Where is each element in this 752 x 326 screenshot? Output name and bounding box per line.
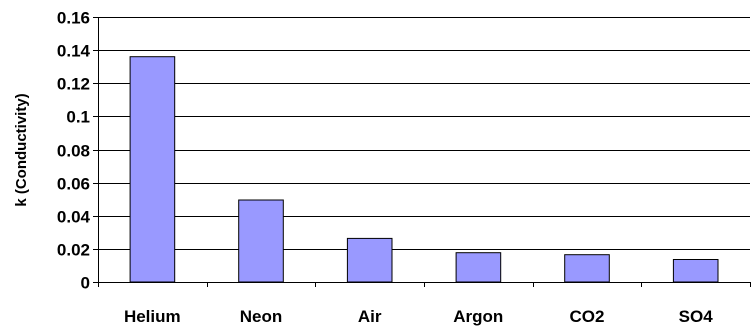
x-category-label: CO2 — [570, 307, 605, 326]
y-tick-label: 0 — [81, 274, 90, 293]
x-category-label: Air — [358, 307, 382, 326]
bar-air — [346, 237, 393, 283]
bar-argon — [455, 252, 502, 283]
x-category-label: Helium — [124, 307, 181, 326]
bars — [129, 56, 719, 283]
y-tick-label: 0.04 — [57, 208, 91, 227]
y-tick-label: 0.12 — [57, 75, 90, 94]
bar-so4 — [672, 259, 719, 283]
x-category-labels: Helium Neon Air Argon CO2 SO4 — [124, 307, 713, 326]
y-tick-labels: 0 0.02 0.04 0.06 0.08 0.1 0.12 0.14 0.16 — [57, 9, 91, 293]
bar-co2 — [564, 254, 610, 283]
x-category-label: Neon — [240, 307, 283, 326]
y-tick-label: 0.02 — [57, 241, 90, 260]
axes — [93, 17, 751, 287]
y-tick-label: 0.06 — [57, 175, 90, 194]
y-axis-title: k (Conductivity) — [13, 93, 30, 206]
x-category-label: Argon — [453, 307, 503, 326]
y-tick-label: 0.08 — [57, 142, 90, 161]
bar-neon — [238, 199, 284, 283]
x-category-label: SO4 — [679, 307, 714, 326]
gridlines — [98, 17, 750, 250]
bar-helium — [129, 56, 176, 283]
y-tick-label: 0.16 — [57, 9, 90, 28]
y-tick-label: 0.1 — [66, 108, 90, 127]
y-tick-label: 0.14 — [57, 42, 91, 61]
